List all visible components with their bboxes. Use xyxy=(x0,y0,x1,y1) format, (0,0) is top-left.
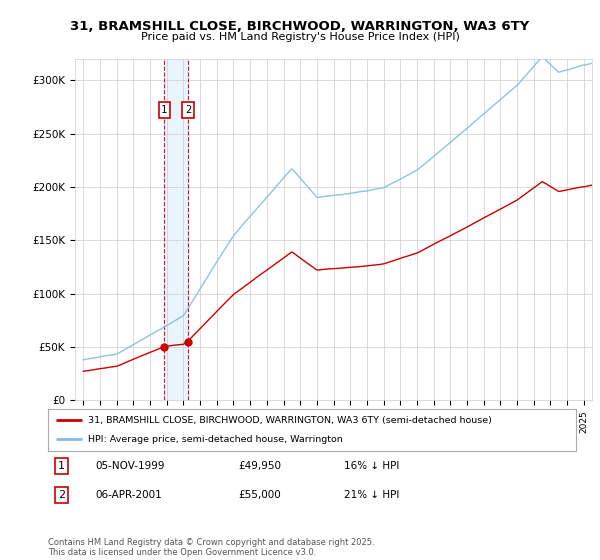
Text: 2: 2 xyxy=(58,490,65,500)
Text: £55,000: £55,000 xyxy=(238,490,281,500)
Text: 1: 1 xyxy=(58,461,65,471)
Text: 21% ↓ HPI: 21% ↓ HPI xyxy=(344,490,399,500)
Text: £49,950: £49,950 xyxy=(238,461,281,471)
Text: Contains HM Land Registry data © Crown copyright and database right 2025.
This d: Contains HM Land Registry data © Crown c… xyxy=(48,538,374,557)
Bar xyxy=(164,59,188,400)
Text: 2: 2 xyxy=(185,105,191,115)
Text: 31, BRAMSHILL CLOSE, BIRCHWOOD, WARRINGTON, WA3 6TY: 31, BRAMSHILL CLOSE, BIRCHWOOD, WARRINGT… xyxy=(70,20,530,32)
Text: HPI: Average price, semi-detached house, Warrington: HPI: Average price, semi-detached house,… xyxy=(88,435,343,444)
Text: Price paid vs. HM Land Registry's House Price Index (HPI): Price paid vs. HM Land Registry's House … xyxy=(140,32,460,42)
Text: 05-NOV-1999: 05-NOV-1999 xyxy=(95,461,165,471)
Text: 06-APR-2001: 06-APR-2001 xyxy=(95,490,162,500)
Text: 1: 1 xyxy=(161,105,167,115)
Text: 16% ↓ HPI: 16% ↓ HPI xyxy=(344,461,399,471)
Text: 31, BRAMSHILL CLOSE, BIRCHWOOD, WARRINGTON, WA3 6TY (semi-detached house): 31, BRAMSHILL CLOSE, BIRCHWOOD, WARRINGT… xyxy=(88,416,491,424)
